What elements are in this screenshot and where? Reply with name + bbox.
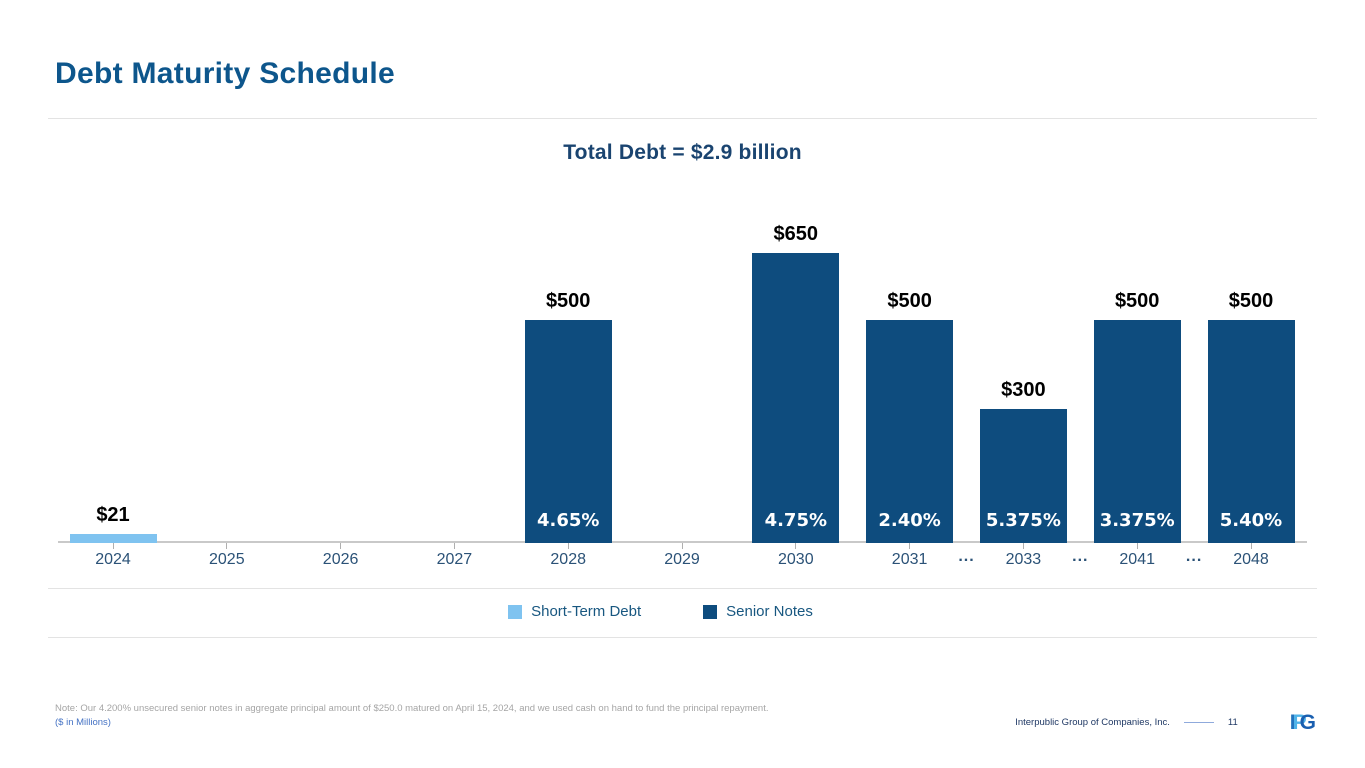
bar-2033 bbox=[979, 409, 1067, 543]
axis-tick bbox=[340, 543, 342, 549]
legend-label: Senior Notes bbox=[726, 603, 813, 620]
x-axis-ellipsis: ... bbox=[1072, 548, 1089, 565]
logo-letter-g: G bbox=[1299, 711, 1316, 734]
bar-rate-label-2028: 4.65% bbox=[536, 510, 600, 531]
axis-tick bbox=[795, 543, 797, 549]
ipg-logo: IPG bbox=[1290, 711, 1316, 734]
x-axis-ellipsis: ... bbox=[1185, 548, 1203, 565]
footnote: Note: Our 4.200% unsecured senior notes … bbox=[55, 703, 769, 714]
bar-2048 bbox=[1207, 320, 1295, 543]
bar-rate-label-2030: 4.75% bbox=[764, 510, 828, 531]
bar-value-label-2033: $300 bbox=[1001, 379, 1046, 401]
legend-divider bbox=[48, 637, 1317, 638]
x-axis-label-2028: 2028 bbox=[550, 551, 586, 568]
page-number: 11 bbox=[1227, 717, 1238, 728]
legend-label: Short-Term Debt bbox=[531, 603, 642, 620]
x-axis-label-2024: 2024 bbox=[95, 551, 131, 568]
axis-tick bbox=[681, 543, 683, 549]
bar-value-label-2048: $500 bbox=[1228, 290, 1274, 312]
axis-tick bbox=[453, 543, 455, 549]
chart-divider bbox=[48, 588, 1317, 589]
bar-value-label-2041: $500 bbox=[1114, 290, 1160, 312]
plot-area: 2024 2025 2026 2027 2028 2029 2030 2031 2033 2041… bbox=[58, 170, 1308, 568]
logo-letter-p: P bbox=[1292, 711, 1307, 734]
chart-legend: Short-Term Debt Senior Notes bbox=[0, 603, 1343, 620]
short-term-debt-swatch-icon bbox=[508, 604, 523, 619]
axis-tick bbox=[1250, 543, 1252, 549]
page-title: Debt Maturity Schedule bbox=[55, 57, 395, 90]
bar-2028 bbox=[524, 320, 612, 543]
x-axis-label-2041: 2041 bbox=[1119, 551, 1155, 568]
footer-divider-line bbox=[1183, 722, 1214, 723]
axis-tick bbox=[1022, 543, 1024, 549]
bar-2024 bbox=[69, 534, 157, 543]
bar-value-label-2031: $500 bbox=[887, 290, 932, 312]
bar-2031 bbox=[866, 320, 954, 543]
units-label: ($ in Millions) bbox=[55, 717, 111, 728]
x-axis-ellipsis: ... bbox=[958, 548, 975, 565]
bar-rate-label-2048: 5.40% bbox=[1219, 510, 1283, 531]
legend-item-senior-notes: Senior Notes bbox=[703, 603, 813, 620]
legend-item-short-term-debt: Short-Term Debt bbox=[508, 603, 641, 620]
x-axis-label-2030: 2030 bbox=[778, 551, 814, 568]
bar-2041 bbox=[1093, 320, 1181, 543]
x-axis-label-2029: 2029 bbox=[664, 551, 700, 568]
bar-2030 bbox=[752, 253, 840, 543]
x-axis-label-2048: 2048 bbox=[1233, 551, 1269, 568]
axis-tick bbox=[226, 543, 228, 549]
axis-tick bbox=[112, 543, 114, 549]
x-axis-label-2025: 2025 bbox=[209, 551, 245, 568]
x-axis-label-2027: 2027 bbox=[436, 551, 473, 568]
chart-title: Total Debt = $2.9 billion bbox=[563, 141, 802, 164]
bar-value-label-2030: $650 bbox=[773, 223, 819, 245]
title-divider bbox=[48, 118, 1317, 119]
x-axis-label-2033: 2033 bbox=[1005, 551, 1042, 568]
x-axis-label-2031: 2031 bbox=[891, 551, 928, 568]
bar-value-label-2028: $500 bbox=[545, 290, 591, 312]
axis-tick bbox=[567, 543, 569, 549]
footer: Interpublic Group of Companies, Inc. 11 … bbox=[1015, 711, 1316, 734]
bar-value-label-2024: $21 bbox=[96, 504, 130, 526]
bar-rate-label-2041: 3.375% bbox=[1099, 510, 1175, 531]
senior-notes-swatch-icon bbox=[703, 604, 718, 619]
bar-rate-label-2031: 2.40% bbox=[878, 510, 941, 531]
x-axis-line bbox=[58, 541, 1307, 543]
x-axis-label-2026: 2026 bbox=[322, 551, 359, 568]
company-name: Interpublic Group of Companies, Inc. bbox=[1015, 717, 1170, 728]
axis-tick bbox=[909, 543, 911, 549]
axis-tick bbox=[1136, 543, 1138, 549]
bar-rate-label-2033: 5.375% bbox=[985, 510, 1061, 531]
